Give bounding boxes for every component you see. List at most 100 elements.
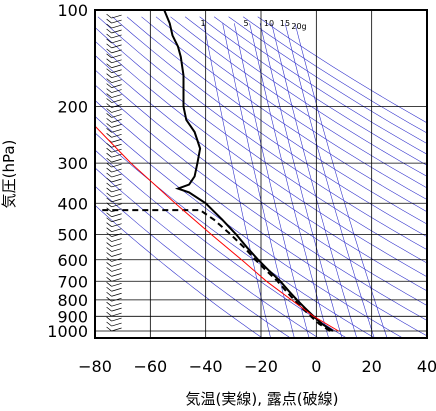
wind-barb-flag [106, 83, 112, 88]
wind-barb-flag [106, 123, 112, 128]
wind-barb [111, 302, 122, 307]
wind-barb-flag [106, 23, 112, 29]
wind-barb-flag [106, 301, 112, 307]
y-tick-label: 400 [57, 194, 88, 213]
dry-adiabat [95, 99, 427, 337]
plot-frame [94, 9, 428, 339]
y-tick-label: 900 [57, 307, 88, 326]
y-tick-label: 800 [57, 291, 88, 310]
wind-barb [111, 104, 122, 108]
y-axis-title: 気圧(hPa) [0, 140, 18, 209]
wind-barb-flag [106, 28, 112, 34]
wind-barb-flag [106, 167, 112, 173]
wind-barb [111, 39, 122, 44]
dry-adiabat [95, 149, 347, 338]
wind-barb [111, 128, 122, 133]
wind-barb [111, 322, 122, 327]
wind-barb [111, 268, 122, 272]
x-tick-label: 40 [417, 357, 436, 376]
wind-barb [111, 158, 122, 163]
grid-lines [95, 10, 427, 338]
wind-barb [111, 292, 122, 297]
x-tick-label: −40 [189, 357, 223, 376]
wind-barb-flag [106, 247, 112, 252]
x-axis-title: 気温(実線), 露点(破線) [186, 390, 339, 408]
wind-barb-flag [106, 202, 112, 208]
wind-barb-flag [106, 222, 112, 227]
wind-barb-flag [106, 172, 112, 178]
wind-barb [111, 84, 122, 88]
dry-adiabat [97, 16, 427, 251]
dry-adiabat [95, 54, 427, 292]
wind-barb-flag [106, 326, 112, 332]
wind-barb [111, 178, 122, 183]
dry-adiabat [95, 185, 291, 338]
wind-barb [111, 317, 122, 322]
x-tick-label: 20 [361, 357, 381, 376]
wind-barb-flag [106, 311, 112, 317]
wind-barb-flag [106, 88, 112, 93]
wind-barb [111, 59, 122, 64]
wind-barb [111, 163, 122, 168]
wind-barb [111, 138, 122, 143]
wind-barb-flag [106, 63, 112, 69]
wind-barb-flag [106, 207, 112, 213]
wind-barb-flag [106, 98, 112, 103]
wind-barb [111, 173, 122, 178]
wind-barb-flag [106, 242, 112, 247]
wind-barb [111, 24, 122, 29]
wind-barb [111, 243, 122, 247]
wind-barb [111, 297, 122, 302]
wind-barb-flag [106, 187, 112, 193]
wind-barb [111, 253, 122, 257]
wind-barb-flag [106, 267, 112, 272]
wind-barb [111, 238, 122, 242]
wind-barb [111, 188, 122, 193]
wind-barb-flag [106, 306, 112, 312]
x-tick-label: −20 [244, 357, 278, 376]
wind-barb-flag [106, 18, 112, 24]
wind-barb-flag [106, 157, 112, 163]
wind-barb [111, 79, 122, 83]
dry-adiabat [95, 167, 319, 338]
mixing-ratio-label: 1 [200, 19, 205, 28]
wind-barb-flag [106, 197, 112, 203]
wind-barb [111, 34, 122, 39]
dry-adiabat [213, 16, 427, 155]
mixing-ratio-label: 20g [291, 22, 306, 31]
wind-barb [111, 49, 122, 54]
wind-barb [111, 19, 122, 24]
wind-barb [111, 263, 122, 267]
mixing-ratio-line [271, 23, 357, 338]
wind-barb-flag [106, 321, 112, 327]
wind-barb-flag [106, 78, 112, 83]
mixing-ratio-label: 5 [243, 19, 248, 28]
dry-adiabat [170, 16, 427, 189]
wind-barb-flag [106, 282, 112, 287]
wind-barb [111, 287, 122, 292]
mixing-ratio-line [259, 23, 343, 338]
y-tick-label: 500 [57, 225, 88, 244]
wind-barb-flag [106, 73, 112, 78]
mixing-ratio-line [284, 23, 375, 338]
wind-barb [111, 327, 122, 332]
wind-barb-flag [106, 237, 112, 242]
wind-barb-flag [106, 13, 112, 19]
y-tick-label: 1000 [47, 322, 88, 341]
wind-barbs [106, 13, 122, 332]
wind-barb [111, 153, 122, 158]
wind-barb-flag [106, 316, 112, 322]
wind-barb-flag [106, 182, 112, 188]
series-lines [95, 10, 339, 332]
wind-barb [111, 218, 122, 223]
mixing-ratio-label: 15 [280, 19, 290, 28]
wind-barb-flag [106, 43, 112, 49]
wind-barb-flag [106, 217, 112, 223]
wind-barb [111, 233, 122, 237]
wind-barb-flag [106, 257, 112, 262]
wind-barb [111, 64, 122, 69]
wind-barb-flag [106, 48, 112, 54]
wind-barb [111, 99, 122, 103]
wind-barb [111, 89, 122, 93]
mixing-ratio-label: 10 [264, 19, 274, 28]
